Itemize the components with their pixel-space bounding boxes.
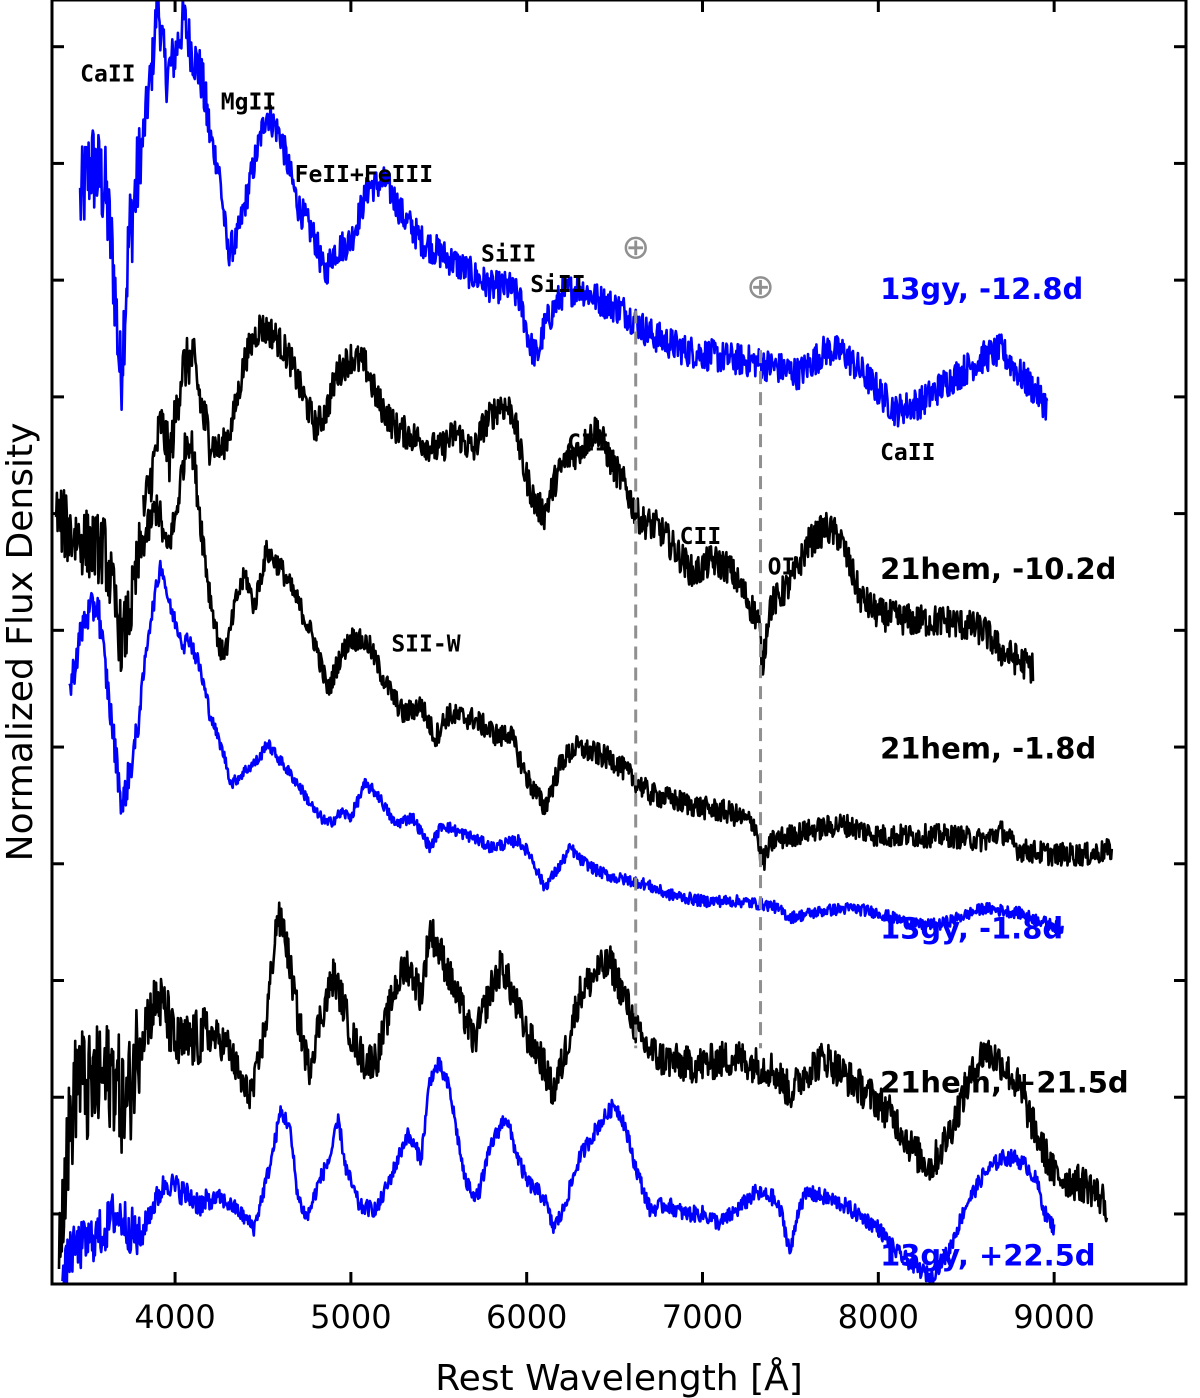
spectrum-line-1 [78, 0, 1049, 428]
plot-frame [50, 0, 1188, 1286]
spectrum-line-2 [142, 314, 1035, 684]
x-tick-label: 6000 [486, 1298, 567, 1336]
line-label-cii: CII [680, 524, 722, 550]
x-tick-label: 9000 [1013, 1298, 1094, 1336]
series-layer [54, 0, 1114, 1284]
line-label-siii: SiII [481, 241, 536, 267]
telluric-layer: ⊕⊕ [621, 227, 775, 1049]
series-label-4: 13gy, -1.8d [880, 911, 1063, 945]
series-label-2: 21hem, -10.2d [880, 552, 1116, 586]
x-tick-label: 4000 [134, 1298, 215, 1336]
x-axis-title: Rest Wavelength [Å] [435, 1356, 803, 1398]
y-axis-title: Normalized Flux Density [0, 423, 41, 862]
label-layer: CaIISiIIMgIIFeII+FeIIISiIISiIICIICIIOICa… [80, 62, 1129, 1273]
series-label-3: 21hem, -1.8d [880, 732, 1096, 766]
spectrum-line-3 [54, 430, 1114, 871]
line-label-mgii: MgII [221, 90, 276, 116]
line-label-cii: CII [567, 431, 609, 457]
series-label-1: 13gy, -12.8d [880, 272, 1083, 306]
telluric-earth-icon: ⊕ [746, 267, 775, 307]
line-label-sii-w: SII-W [391, 631, 460, 657]
line-label-oi: OI [768, 554, 796, 580]
x-tick-label: 7000 [662, 1298, 743, 1336]
tick-layer: 4000 5000 6000 7000 8000 9000 [52, 0, 1186, 1336]
x-tick-label: 8000 [838, 1298, 919, 1336]
line-label-siii: SiII [530, 272, 585, 298]
spectrum-line-5 [57, 901, 1109, 1270]
series-label-5: 21hem, +21.5d [880, 1066, 1129, 1100]
x-tick-label: 5000 [310, 1298, 391, 1336]
line-label-feii-feiii: FeII+FeIII [295, 162, 433, 188]
spectrum-line-4 [68, 559, 1064, 935]
line-label-caii: CaII [880, 440, 935, 466]
spectrum-line-6 [61, 1056, 1056, 1284]
telluric-earth-icon: ⊕ [621, 227, 650, 267]
line-label-caii: CaII [80, 62, 135, 88]
series-label-6: 13gy, +22.5d [880, 1238, 1096, 1272]
